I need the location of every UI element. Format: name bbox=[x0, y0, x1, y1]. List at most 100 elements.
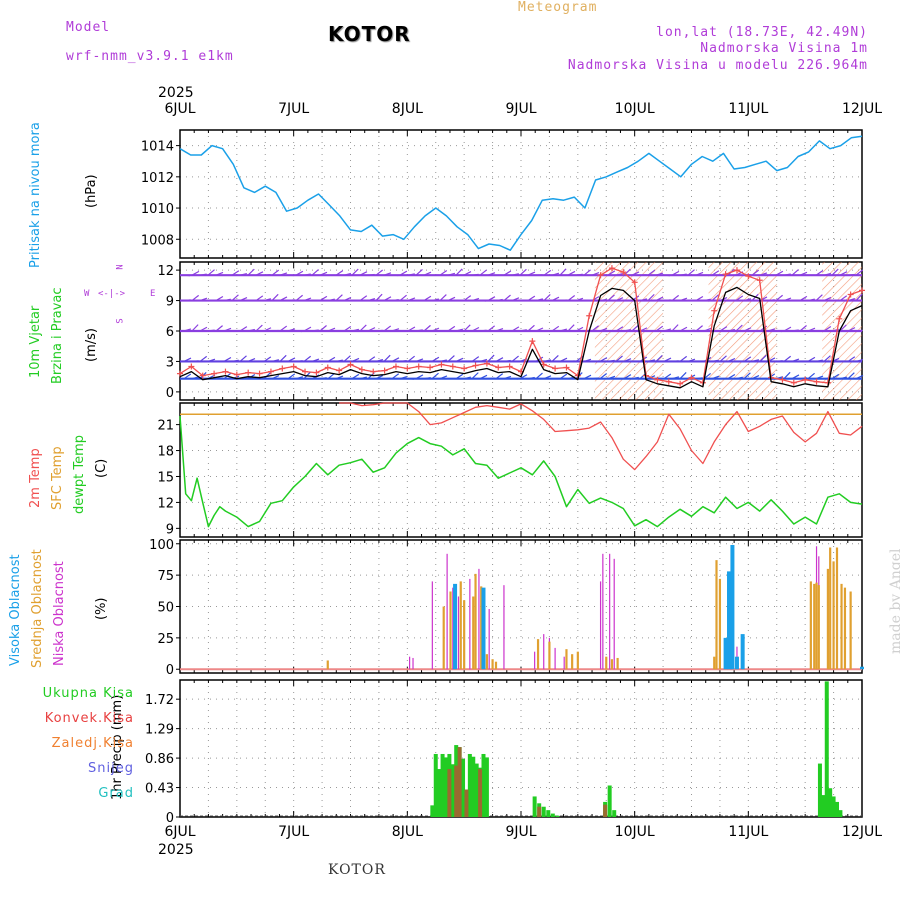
wind-barb bbox=[623, 374, 632, 380]
wind-barb bbox=[191, 294, 200, 302]
wind-barb bbox=[407, 273, 415, 276]
wind-barb bbox=[607, 375, 616, 380]
y-tick-label: 0 bbox=[166, 663, 174, 678]
wind-gust-marker bbox=[370, 368, 377, 375]
x-label-bottom: 9JUL bbox=[505, 824, 536, 840]
wind-barb bbox=[199, 326, 208, 332]
wind-barb bbox=[759, 296, 768, 302]
wind-barb bbox=[191, 324, 199, 332]
x-year-bottom: 2025 bbox=[158, 842, 194, 858]
wind-barb bbox=[415, 374, 424, 380]
wind-barb bbox=[599, 298, 607, 302]
wind-barb bbox=[487, 272, 496, 276]
wind-barb bbox=[287, 299, 295, 302]
y-tick-label: 75 bbox=[157, 569, 174, 584]
wind-ylabel-2: Brzina i Pravac bbox=[50, 287, 65, 384]
temp-ylabel-3: dewpt Temp bbox=[72, 434, 87, 514]
legend-convective-rain: Konvek.Kisa bbox=[44, 711, 134, 726]
wind-barb bbox=[607, 359, 615, 363]
wind-barb bbox=[831, 373, 840, 380]
wind-barb bbox=[495, 298, 503, 302]
y-tick-label: 12 bbox=[157, 496, 174, 511]
cloud-mid-ylabel: Srednja Oblacnost bbox=[30, 549, 45, 668]
wind-gust-marker bbox=[836, 315, 843, 322]
wind-barb bbox=[839, 295, 848, 302]
y-tick-label: 3 bbox=[166, 355, 174, 370]
wind-barb bbox=[503, 375, 512, 380]
wind-barb bbox=[807, 327, 816, 332]
wind-gust-marker bbox=[472, 362, 479, 369]
compass-n: N bbox=[115, 264, 126, 270]
x-label-bottom: 10JUL bbox=[615, 824, 655, 840]
wind-barb bbox=[367, 356, 376, 362]
wind-barb bbox=[295, 376, 304, 380]
precip-bar bbox=[824, 681, 829, 817]
wind-gust-marker bbox=[313, 369, 320, 376]
y-tick-label: 1.29 bbox=[145, 723, 174, 738]
wind-barb bbox=[623, 328, 631, 332]
x-label-bottom: 7JUL bbox=[278, 824, 309, 840]
wind-barb bbox=[615, 273, 623, 276]
wind-barb bbox=[663, 328, 672, 332]
compass-e: E bbox=[150, 289, 156, 299]
precip-bar bbox=[612, 810, 617, 817]
wind-barb bbox=[503, 270, 512, 276]
wind-barb bbox=[527, 376, 535, 380]
wind-barb bbox=[711, 359, 719, 363]
wind-barb bbox=[815, 375, 824, 380]
wind-barb bbox=[471, 273, 479, 276]
wind-compass: N E S W <-|-> bbox=[84, 262, 158, 328]
wind-barb bbox=[327, 356, 336, 362]
wind-barb bbox=[479, 299, 487, 302]
wind-barb bbox=[655, 325, 664, 332]
wind-barb bbox=[295, 330, 303, 333]
wind-barb bbox=[439, 359, 447, 363]
precip-bar bbox=[471, 756, 476, 817]
wind-barb bbox=[479, 358, 488, 363]
wind-barb bbox=[503, 359, 511, 363]
wind-barb bbox=[631, 324, 639, 332]
wind-barb bbox=[407, 355, 415, 362]
y-tick-label: 0.43 bbox=[145, 782, 174, 797]
wind-gust-marker bbox=[427, 364, 434, 371]
wind-barb bbox=[623, 358, 632, 362]
x-label-bottom: 11JUL bbox=[728, 824, 768, 840]
wind-barb bbox=[711, 270, 720, 276]
precip-bar bbox=[607, 785, 612, 817]
wind-barb bbox=[711, 294, 719, 302]
wind-barb bbox=[815, 270, 824, 276]
wind-gust-marker bbox=[358, 366, 365, 373]
wind-barb bbox=[767, 299, 775, 302]
precip-bar bbox=[550, 813, 555, 817]
wind-barb bbox=[431, 327, 440, 332]
wind-barb bbox=[671, 324, 679, 332]
wind-barb bbox=[535, 327, 544, 332]
wind-barb bbox=[415, 269, 423, 276]
wind-barb bbox=[727, 358, 736, 362]
wind-barb bbox=[367, 297, 376, 302]
wind-barb bbox=[391, 373, 400, 380]
wind-barb bbox=[375, 374, 384, 380]
pressure-line bbox=[179, 135, 863, 251]
wind-gust-marker bbox=[188, 363, 195, 370]
wind-barb bbox=[543, 375, 552, 380]
precip-bar bbox=[537, 806, 542, 817]
wind-barb bbox=[471, 326, 480, 332]
wind-barb bbox=[679, 273, 687, 276]
wind-barb bbox=[743, 356, 752, 362]
wind-gust-marker bbox=[177, 370, 183, 377]
x-label-bottom: 8JUL bbox=[392, 824, 423, 840]
x-label-top: 12JUL bbox=[842, 101, 882, 117]
wind-barb bbox=[575, 297, 584, 302]
wind-barb bbox=[607, 270, 616, 276]
wind-barb bbox=[375, 329, 383, 332]
wind-barb bbox=[319, 377, 327, 380]
wind-gust-marker bbox=[665, 378, 672, 385]
wind-barb bbox=[631, 271, 640, 276]
wind-speed-line bbox=[179, 286, 863, 389]
wind-barb bbox=[399, 270, 408, 276]
precip-bar bbox=[478, 769, 483, 817]
wind-barb bbox=[823, 326, 832, 332]
precip-bar bbox=[430, 805, 435, 817]
wind-barb bbox=[311, 329, 319, 332]
